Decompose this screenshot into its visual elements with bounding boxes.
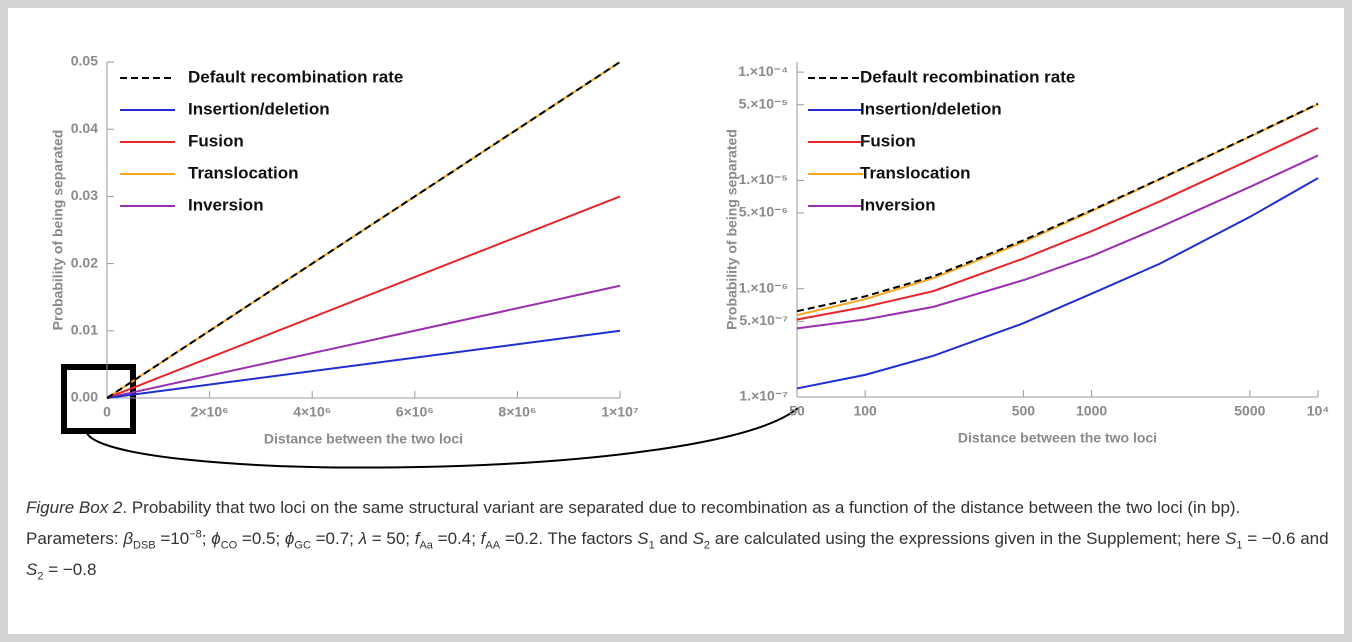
caption-run: f: [480, 529, 486, 548]
caption-run: Figure Box 2: [26, 498, 123, 517]
y-tick-label: 5.×10⁻⁷: [739, 312, 788, 328]
caption-run: ϕ: [284, 529, 295, 548]
caption-run: −8: [189, 528, 202, 541]
caption-run: β: [123, 529, 134, 548]
series-line: [106, 195, 621, 399]
series-line: [106, 61, 621, 399]
legend-label: Insertion/deletion: [860, 99, 1002, 118]
y-axis-label: Probability of being separated: [724, 129, 740, 330]
caption: Figure Box 2. Probability that two loci …: [26, 492, 1336, 585]
x-tick-label: 10⁴: [1307, 403, 1330, 419]
caption-run: 2: [703, 539, 711, 552]
y-tick-label: 1.×10⁻⁶: [739, 279, 788, 295]
y-tick-label: 0.00: [71, 389, 98, 405]
y-tick-label: 0.03: [71, 187, 98, 203]
caption-run: Aa: [419, 539, 433, 552]
series-line: [106, 329, 621, 399]
caption-run: GC: [294, 539, 311, 552]
x-tick-label: 6×10⁶: [396, 404, 434, 420]
x-tick-label: 500: [1012, 403, 1036, 419]
x-tick-label: 5000: [1234, 403, 1265, 419]
zoom-connector: [85, 407, 799, 469]
caption-run: S: [637, 529, 649, 548]
caption-run: 1: [648, 539, 655, 552]
y-tick-label: 5.×10⁻⁵: [739, 95, 788, 111]
series-line: [796, 103, 1319, 317]
zoom-box: [61, 364, 136, 434]
y-tick-label: 0.01: [71, 322, 98, 338]
caption-run: ϕ: [211, 529, 221, 548]
y-tick-label: 1.×10⁻⁴: [738, 63, 788, 79]
caption-run: = 50;: [367, 529, 415, 548]
caption-run: . Probability that two loci on the same …: [26, 498, 1241, 548]
legend-label: Default recombination rate: [188, 67, 403, 86]
series-line: [796, 127, 1319, 321]
caption-run: S: [1225, 529, 1237, 548]
caption-run: =10: [155, 529, 190, 548]
x-tick-label: 4×10⁶: [293, 404, 331, 420]
y-tick-label: 0.04: [71, 120, 98, 136]
legend-label: Fusion: [188, 131, 244, 150]
figure-box: 0.00 0.01 0.02 0.03 0.04 0.05 0 2×10⁶ 4×10⁶ 6×10⁶…: [8, 8, 1344, 634]
caption-run: DSB: [133, 539, 156, 552]
legend-label: Inversion: [860, 195, 936, 214]
y-tick-label: 0.02: [71, 254, 98, 270]
legend-label: Inversion: [188, 195, 264, 214]
caption-run: λ: [358, 529, 367, 548]
legend-label: Insertion/deletion: [188, 99, 330, 118]
caption-run: ;: [201, 529, 212, 548]
caption-run: =0.4;: [432, 529, 481, 548]
series-line: [796, 177, 1319, 390]
y-tick-label: 1.×10⁻⁵: [739, 171, 788, 187]
caption-run: CO: [220, 539, 238, 552]
x-axis-label: Distance between the two loci: [264, 431, 463, 447]
x-tick-label: 100: [853, 403, 877, 419]
figure: 0.00 0.01 0.02 0.03 0.04 0.05 0 2×10⁶ 4×10⁶ 6×10⁶…: [50, 53, 1330, 469]
y-tick-label: 0.05: [71, 53, 98, 69]
x-tick-label: 0: [103, 404, 111, 420]
caption-run: S: [692, 529, 704, 548]
legend-label: Translocation: [860, 163, 971, 182]
legend-label: Translocation: [188, 163, 299, 182]
caption-run: =0.2. The factors: [500, 529, 638, 548]
caption-run: = −0.6 and: [1242, 529, 1329, 548]
legend-label: Default recombination rate: [860, 67, 1075, 86]
caption-run: f: [414, 529, 420, 548]
y-tick-label: 1.×10⁻⁷: [739, 388, 788, 404]
x-axis-label: Distance between the two loci: [958, 430, 1157, 446]
caption-run: =0.7;: [310, 529, 359, 548]
series-line: [796, 154, 1319, 330]
x-tick-label: 50: [789, 403, 805, 419]
caption-run: S: [26, 560, 38, 579]
y-axis-label: Probability of being separated: [50, 130, 66, 331]
x-tick-label: 2×10⁶: [191, 404, 229, 420]
x-tick-label: 8×10⁶: [498, 404, 536, 420]
caption-run: =0.5;: [237, 529, 285, 548]
caption-run: = −0.8: [43, 560, 97, 579]
caption-run: AA: [485, 539, 501, 552]
series-line: [106, 284, 621, 399]
caption-run: and: [654, 529, 693, 548]
caption-run: 1: [1236, 539, 1243, 552]
y-tick-label: 5.×10⁻⁶: [739, 204, 788, 220]
caption-run: are calculated using the expressions giv…: [710, 529, 1226, 548]
x-tick-label: 1000: [1076, 403, 1107, 419]
x-tick-label: 1×10⁷: [601, 404, 639, 420]
legend-label: Fusion: [860, 131, 916, 150]
series-line: [796, 102, 1319, 313]
caption-run: 2: [37, 570, 44, 583]
